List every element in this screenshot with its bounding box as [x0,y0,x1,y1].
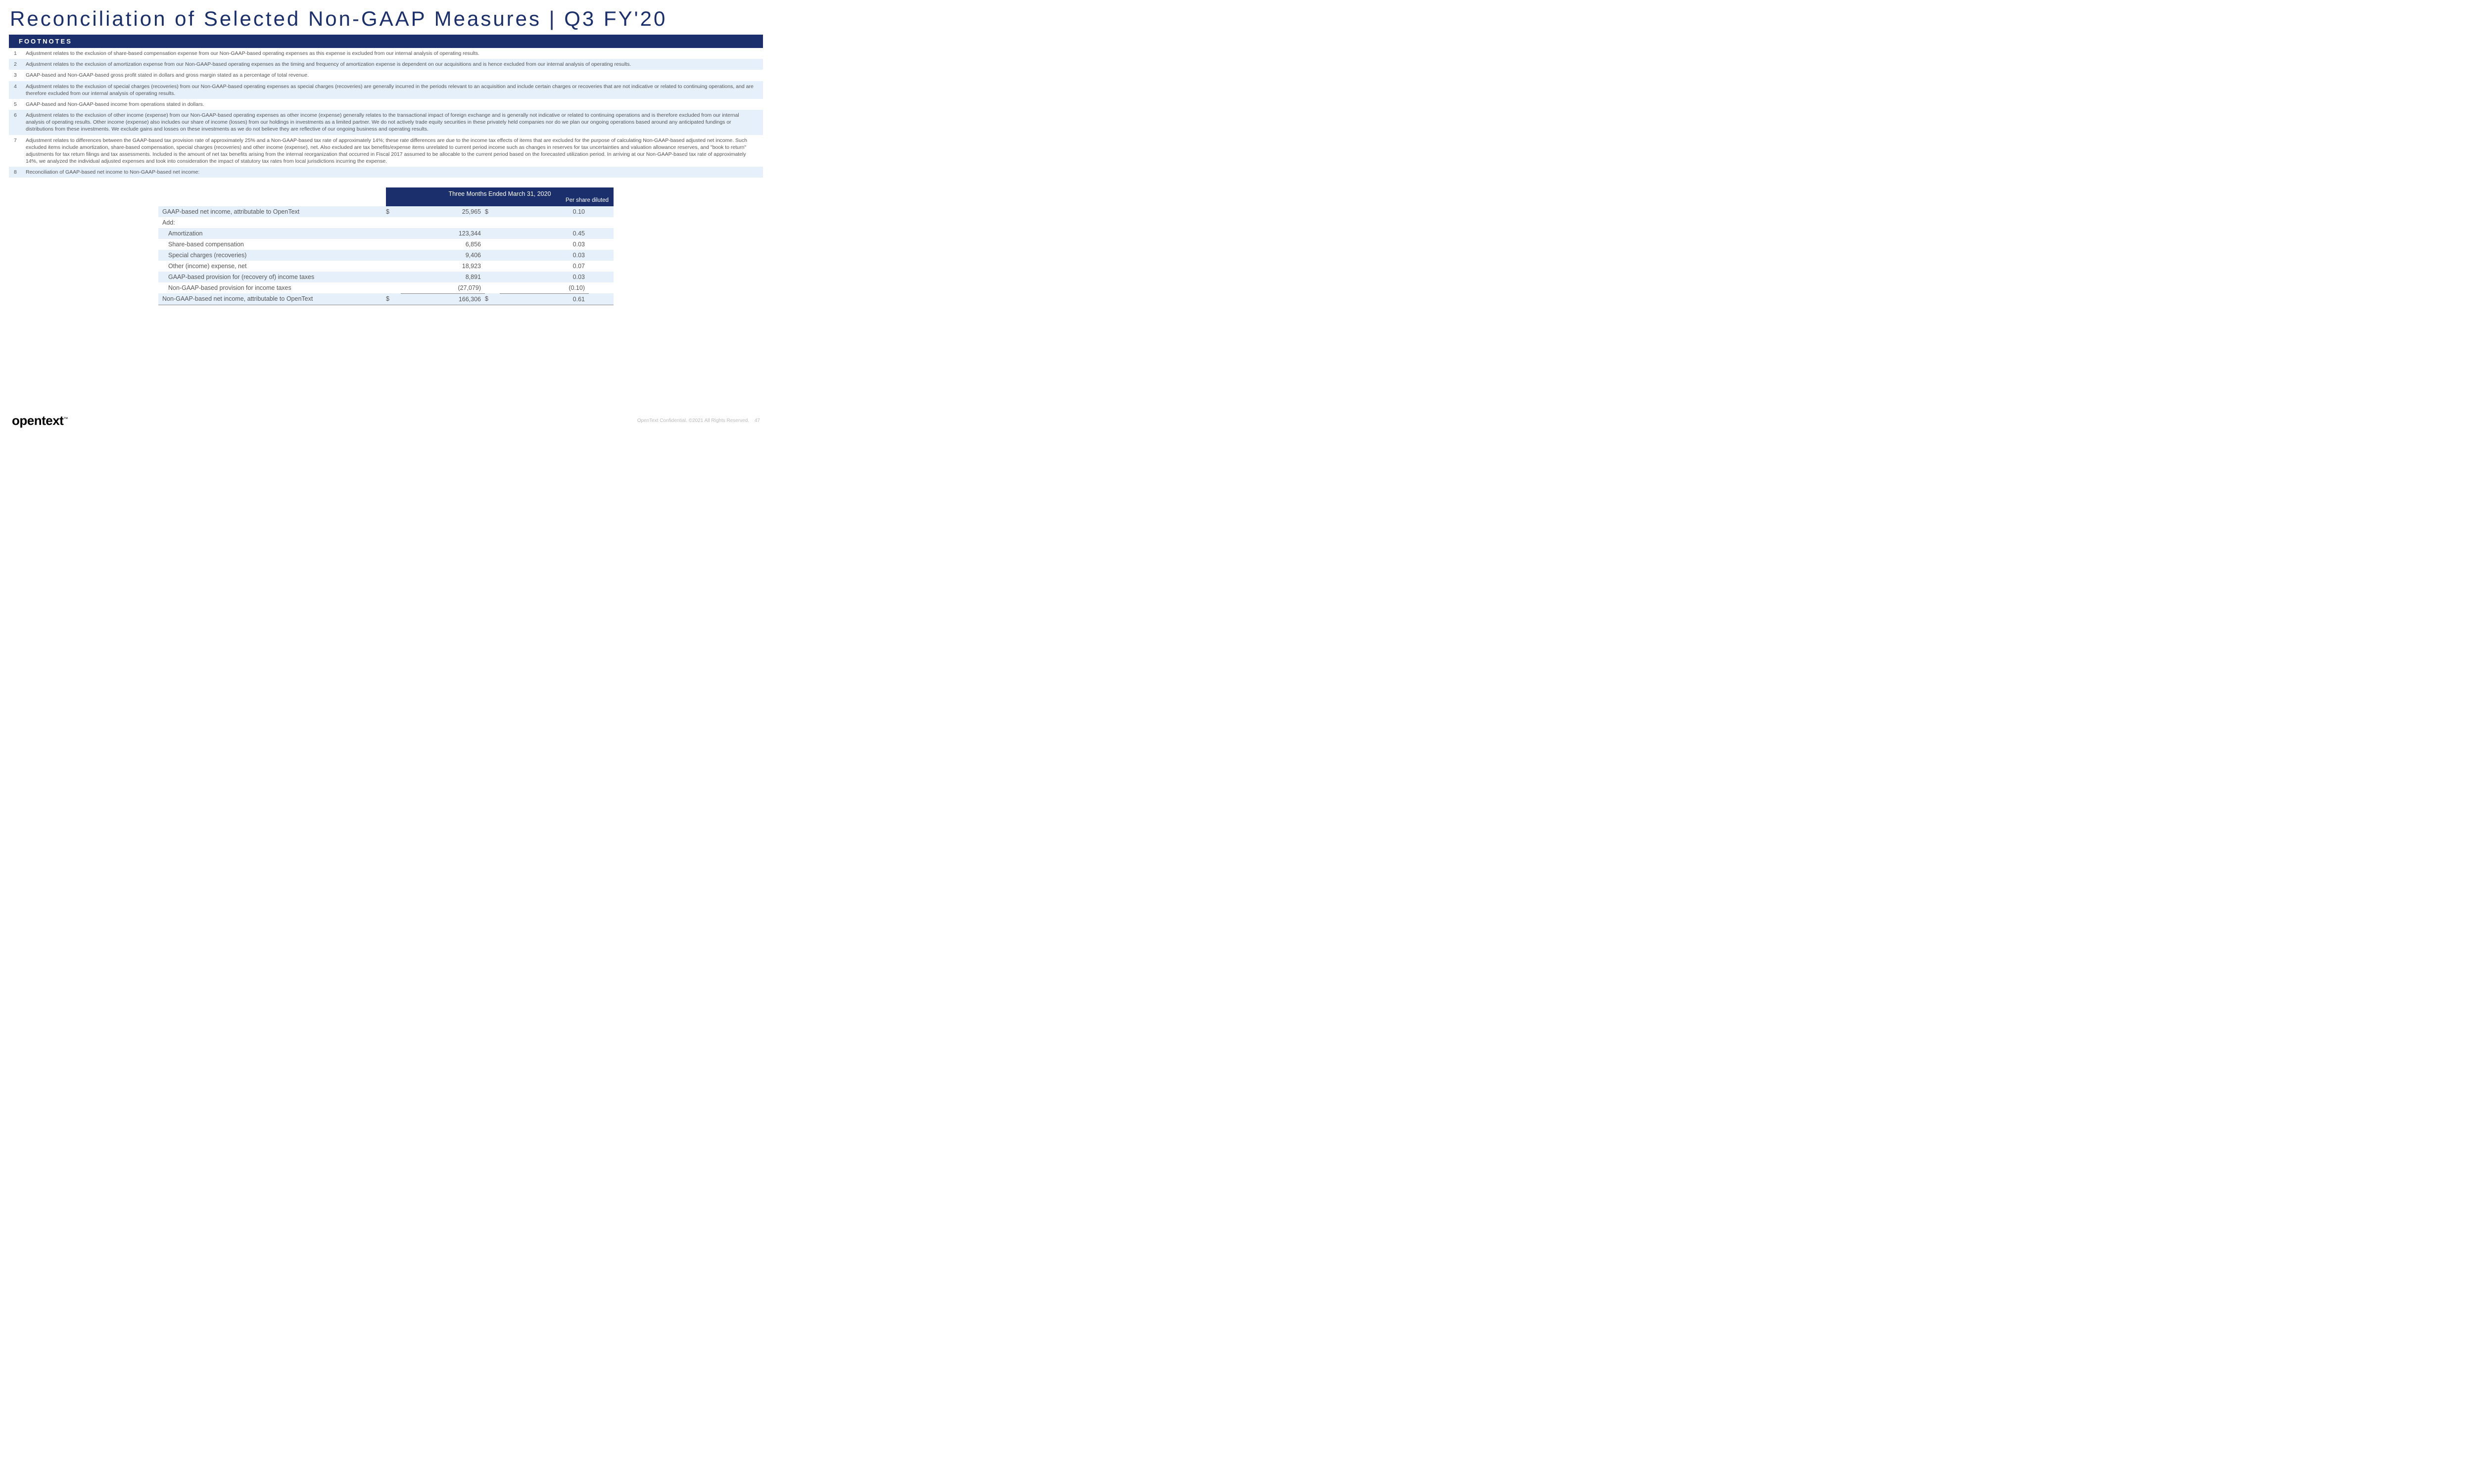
footnote-text: Adjustment relates to the exclusion of o… [26,112,758,133]
currency-symbol [386,228,401,239]
footnote-row: 3GAAP-based and Non-GAAP-based gross pro… [9,70,763,81]
currency-symbol: $ [386,293,401,305]
footnotes-list: 1Adjustment relates to the exclusion of … [9,48,763,178]
table-row: Amortization 123,344 0.45 [158,228,614,239]
table-subheader: Per share diluted [391,197,609,203]
value-amount: 18,923 [401,261,485,272]
footnote-text: GAAP-based and Non-GAAP-based income fro… [26,101,758,108]
footnote-row: 6Adjustment relates to the exclusion of … [9,110,763,135]
page-number: 47 [755,418,760,423]
value-per-share: 0.03 [500,272,589,282]
table-row: Non-GAAP-based net income, attributable … [158,293,614,305]
footnote-row: 8Reconciliation of GAAP-based net income… [9,167,763,178]
value-amount: 166,306 [401,293,485,305]
confidential-text: OpenText Confidential. ©2021 All Rights … [637,418,760,423]
value-per-share: 0.03 [500,239,589,250]
currency-symbol [485,250,500,261]
footnote-row: 4Adjustment relates to the exclusion of … [9,81,763,99]
footnote-text: Adjustment relates to the exclusion of s… [26,50,758,57]
footnote-number: 1 [14,50,26,57]
currency-symbol [386,239,401,250]
currency-symbol [485,261,500,272]
footnote-number: 8 [14,169,26,176]
footnote-number: 4 [14,83,26,97]
row-label: GAAP-based provision for (recovery of) i… [158,272,386,282]
currency-symbol [386,250,401,261]
value-amount: 9,406 [401,250,485,261]
table-row: GAAP-based provision for (recovery of) i… [158,272,614,282]
table-row: GAAP-based net income, attributable to O… [158,206,614,217]
currency-symbol [485,282,500,293]
row-label: Other (income) expense, net [158,261,386,272]
footnote-number: 5 [14,101,26,108]
currency-symbol [386,272,401,282]
footnote-number: 6 [14,112,26,133]
currency-symbol [485,217,500,228]
currency-symbol [386,261,401,272]
currency-symbol [485,272,500,282]
footnotes-header: FOOTNOTES [9,35,763,48]
table-row: Share-based compensation 6,856 0.03 [158,239,614,250]
row-label: Add: [158,217,386,228]
value-per-share: 0.03 [500,250,589,261]
footnote-number: 3 [14,72,26,79]
value-amount: 6,856 [401,239,485,250]
footnote-text: Adjustment relates to the exclusion of a… [26,61,758,68]
footnote-row: 5GAAP-based and Non-GAAP-based income fr… [9,99,763,110]
footnote-row: 7Adjustment relates to differences betwe… [9,135,763,167]
value-amount: (27,079) [401,282,485,293]
currency-symbol: $ [485,293,500,305]
row-label: Special charges (recoveries) [158,250,386,261]
value-per-share [500,217,589,228]
footnote-number: 7 [14,137,26,165]
value-amount [401,217,485,228]
currency-symbol [485,228,500,239]
table-period-header: Three Months Ended March 31, 2020 [391,190,609,197]
table-row: Other (income) expense, net 18,923 0.07 [158,261,614,272]
footnote-row: 2Adjustment relates to the exclusion of … [9,59,763,70]
value-per-share: 0.61 [500,293,589,305]
value-per-share: (0.10) [500,282,589,293]
currency-symbol: $ [485,206,500,217]
footnote-row: 1Adjustment relates to the exclusion of … [9,48,763,59]
currency-symbol: $ [386,206,401,217]
footnote-text: Reconciliation of GAAP-based net income … [26,169,758,176]
footnote-text: GAAP-based and Non-GAAP-based gross prof… [26,72,758,79]
currency-symbol [386,282,401,293]
reconciliation-table: Three Months Ended March 31, 2020 Per sh… [158,187,614,305]
table-header-row: Three Months Ended March 31, 2020 Per sh… [158,187,614,206]
footnote-text: Adjustment relates to the exclusion of s… [26,83,758,97]
table-row: Add: [158,217,614,228]
row-label: Non-GAAP-based net income, attributable … [158,293,386,305]
value-per-share: 0.10 [500,206,589,217]
footnote-text: Adjustment relates to differences betwee… [26,137,758,165]
value-amount: 25,965 [401,206,485,217]
row-label: Amortization [158,228,386,239]
table-row: Non-GAAP-based provision for income taxe… [158,282,614,293]
row-label: Non-GAAP-based provision for income taxe… [158,282,386,293]
table-row: Special charges (recoveries) 9,406 0.03 [158,250,614,261]
row-label: GAAP-based net income, attributable to O… [158,206,386,217]
row-label: Share-based compensation [158,239,386,250]
opentext-logo: opentext™ [12,413,68,428]
footnote-number: 2 [14,61,26,68]
value-per-share: 0.45 [500,228,589,239]
slide-footer: opentext™ OpenText Confidential. ©2021 A… [0,413,772,428]
value-per-share: 0.07 [500,261,589,272]
currency-symbol [485,239,500,250]
page-title: Reconciliation of Selected Non-GAAP Meas… [0,0,772,35]
currency-symbol [386,217,401,228]
value-amount: 8,891 [401,272,485,282]
value-amount: 123,344 [401,228,485,239]
